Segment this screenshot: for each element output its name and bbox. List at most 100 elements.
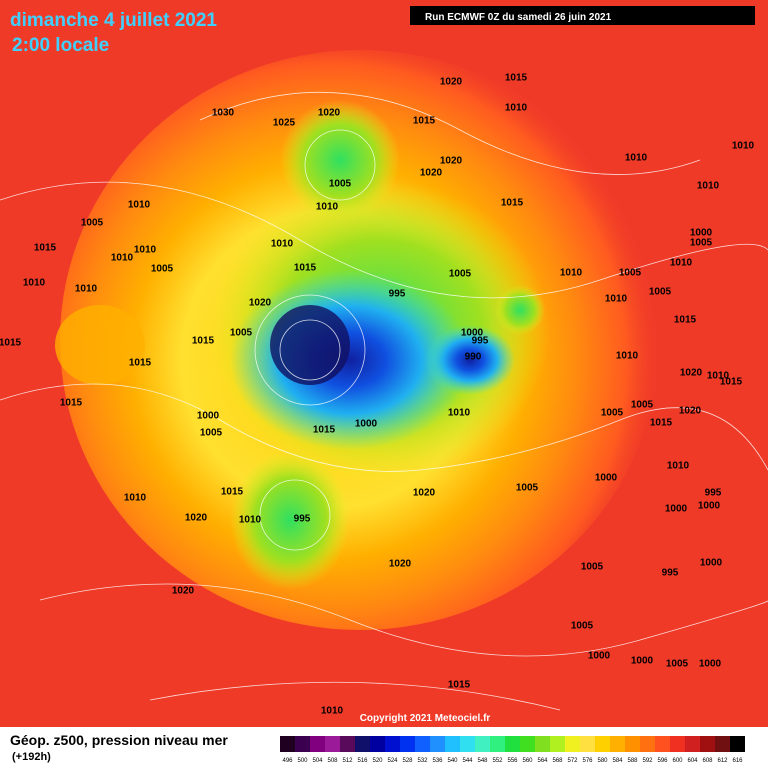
pressure-label: 1005 [200, 428, 223, 439]
colorbar-swatch [460, 736, 475, 752]
colorbar-swatch [295, 736, 310, 752]
colorbar-label: 536 [432, 758, 443, 764]
run-box [410, 6, 755, 25]
pressure-label: 1010 [732, 141, 755, 152]
colorbar-swatch [520, 736, 535, 752]
colorbar-label: 608 [702, 758, 713, 764]
colorbar-label: 596 [657, 758, 668, 764]
pressure-label: 1010 [271, 239, 294, 250]
colorbar-label: 508 [327, 758, 338, 764]
pressure-label: 1015 [129, 358, 152, 369]
trough-area [230, 450, 350, 590]
pressure-label: 1005 [230, 328, 253, 339]
pressure-label: 1010 [616, 351, 639, 362]
pressure-label: 1020 [318, 108, 341, 119]
colorbar-label: 512 [342, 758, 353, 764]
colorbar-swatch [730, 736, 745, 752]
pressure-label: 1015 [720, 377, 743, 388]
colorbar-swatch [595, 736, 610, 752]
pressure-label: 1000 [461, 328, 484, 339]
colorbar-swatch [340, 736, 355, 752]
colorbar-swatch [640, 736, 655, 752]
pressure-label: 1005 [619, 268, 642, 279]
isobars [0, 91, 768, 711]
pressure-label: 1010 [321, 706, 344, 717]
pressure-label: 1005 [581, 562, 604, 573]
pressure-label: 995 [705, 488, 722, 499]
colorbar-swatch [535, 736, 550, 752]
pressure-label: 1005 [329, 179, 352, 190]
pressure-label: 1005 [649, 287, 672, 298]
pressure-label: 1000 [665, 504, 688, 515]
colorbar-label: 540 [447, 758, 458, 764]
pressure-label: 1000 [631, 656, 654, 667]
pressure-label: 1020 [679, 406, 702, 417]
warm-area [55, 305, 145, 385]
pressure-label: 1020 [249, 298, 272, 309]
pressure-label: 1020 [440, 156, 463, 167]
trough-area [495, 285, 545, 335]
pressure-label: 1000 [197, 411, 220, 422]
colorbar-label: 532 [417, 758, 428, 764]
pressure-label: 1015 [0, 338, 22, 349]
pressure-label: 1015 [448, 680, 471, 691]
pressure-label: 1000 [595, 473, 618, 484]
colorbar-swatch [355, 736, 370, 752]
pressure-label: 1015 [313, 425, 336, 436]
colorbar-label: 584 [612, 758, 623, 764]
colorbar-swatch [550, 736, 565, 752]
pressure-label: 1010 [124, 493, 147, 504]
pressure-label: 1000 [698, 501, 721, 512]
pressure-label: 995 [662, 568, 679, 579]
map-title: dimanche 4 juillet 2021 [10, 10, 217, 31]
pressure-label: 1005 [690, 238, 713, 249]
low-core [270, 305, 350, 385]
low-core [425, 325, 515, 395]
colorbar-label: 496 [282, 758, 293, 764]
pressure-label: 1005 [81, 218, 104, 229]
colorbar-swatch [385, 736, 400, 752]
pressure-label: 1025 [273, 118, 296, 129]
pressure-label: 1010 [448, 408, 471, 419]
colorbar-label: 500 [297, 758, 308, 764]
colorbar-label: 568 [552, 758, 563, 764]
pressure-label: 1015 [294, 263, 317, 274]
pressure-label: 1015 [34, 243, 57, 254]
pressure-label: 1000 [699, 659, 722, 670]
colorbar-swatch [505, 736, 520, 752]
pressure-label: 1015 [674, 315, 697, 326]
pressure-label: 1020 [440, 77, 463, 88]
map-subtitle: 2:00 locale [12, 35, 109, 56]
colorbar-label: 588 [627, 758, 638, 764]
pressure-label: 1000 [588, 651, 611, 662]
pressure-label: 1005 [449, 269, 472, 280]
colorbar-swatch [415, 736, 430, 752]
colorbar-swatch [475, 736, 490, 752]
copyright: Copyright 2021 Meteociel.fr [360, 713, 491, 724]
pressure-label: 1010 [505, 103, 528, 114]
pressure-label: 1010 [667, 461, 690, 472]
pressure-label: 1020 [185, 513, 208, 524]
pressure-label: 1010 [75, 284, 98, 295]
pressure-label: 1015 [413, 116, 436, 127]
pressure-label: 1015 [505, 73, 528, 84]
colorbar-swatch [400, 736, 415, 752]
pressure-label: 1000 [355, 419, 378, 430]
pressure-label: 1010 [625, 153, 648, 164]
pressure-label: 1015 [60, 398, 83, 409]
pressure-label: 1005 [571, 621, 594, 632]
pressure-label: 995 [294, 514, 311, 525]
colorbar-swatch [625, 736, 640, 752]
colorbar-label: 604 [687, 758, 698, 764]
colorbar-swatch [685, 736, 700, 752]
trough-area [280, 100, 400, 220]
pressure-label: 995 [472, 336, 489, 347]
pressure-label: 1000 [700, 558, 723, 569]
colorbar-label: 524 [387, 758, 398, 764]
colorbar-label: 572 [567, 758, 578, 764]
colorbar-label: 592 [642, 758, 653, 764]
colorbar-label: 544 [462, 758, 473, 764]
pressure-label: 1005 [601, 408, 624, 419]
pressure-label: 1020 [172, 586, 195, 597]
colorbar-swatch [430, 736, 445, 752]
